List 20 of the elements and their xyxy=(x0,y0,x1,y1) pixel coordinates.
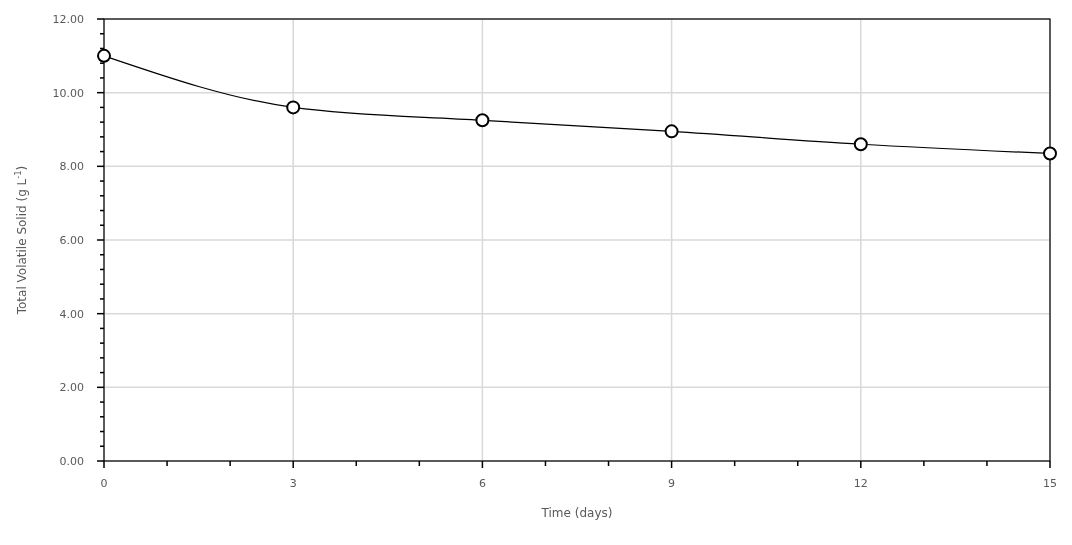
point xyxy=(286,100,301,115)
x-tick-label: 12 xyxy=(853,477,868,490)
y-tick-label: 4.00 xyxy=(59,307,84,321)
y-tick-label: 12.00 xyxy=(52,13,84,26)
y-tick-label: 2.00 xyxy=(59,381,84,395)
point xyxy=(1043,146,1057,161)
x-tick-label: 0 xyxy=(100,477,108,490)
y-tick-label: 6.00 xyxy=(59,234,84,247)
x-tick-label: 9 xyxy=(668,477,676,490)
point xyxy=(853,137,868,152)
x-tick-label: 6 xyxy=(478,477,486,490)
point xyxy=(97,48,111,63)
y-tick-label: 0.00 xyxy=(59,455,84,468)
x-tick-label: 15 xyxy=(1043,477,1057,490)
y-tick-label: 10.00 xyxy=(52,86,84,100)
y-tick-label: 8.00 xyxy=(59,160,84,174)
x-axis-title: Time (days) xyxy=(540,506,613,520)
point xyxy=(664,124,679,139)
point xyxy=(475,113,490,128)
x-tick-label: 3 xyxy=(289,477,297,490)
